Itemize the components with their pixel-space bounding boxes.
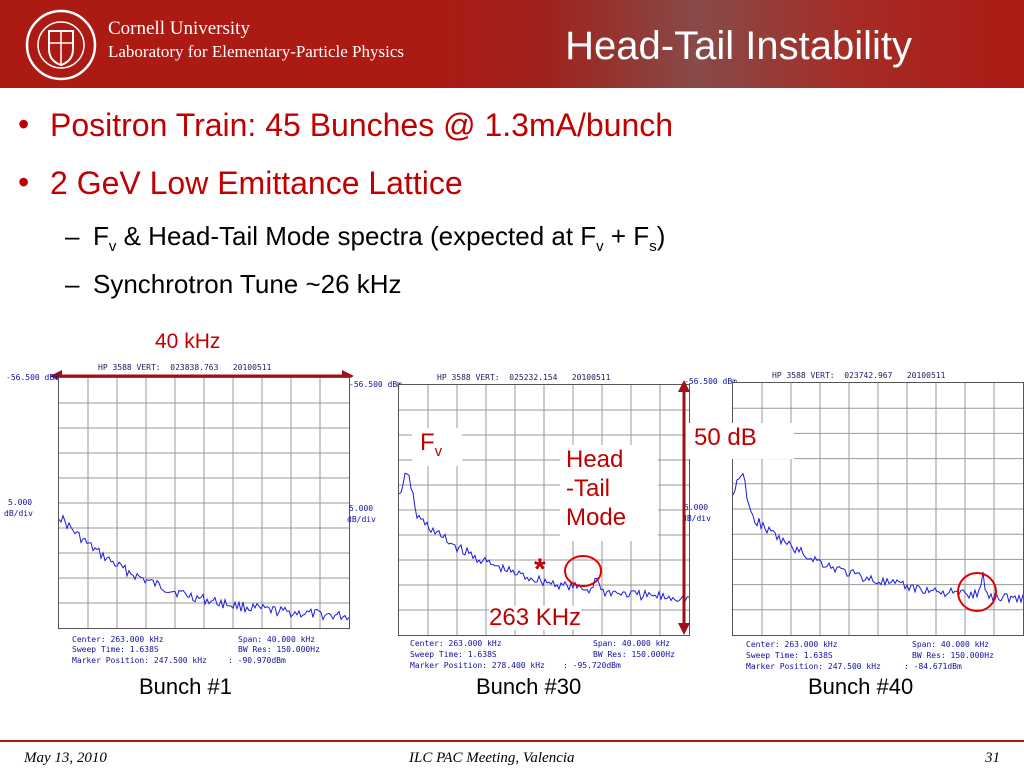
dash: – — [65, 221, 80, 251]
sub-bullet-2: – Synchrotron Tune ~26 kHz — [65, 269, 402, 299]
marker-position: Marker Position: 247.500 kHz — [72, 656, 207, 665]
bw-res: BW Res: 150.000Hz — [593, 650, 675, 659]
center-freq-label: 263 KHz — [489, 604, 582, 631]
bw-res: BW Res: 150.000Hz — [238, 645, 320, 654]
cornell-seal-icon — [25, 9, 97, 81]
university-name: Cornell University — [108, 18, 250, 39]
caption-bunch-30: Bunch #30 — [476, 674, 582, 699]
bullet-1: Positron Train: 45 Bunches @ 1.3mA/bunch — [50, 107, 674, 143]
scale-unit: dB/div — [347, 515, 376, 524]
span-value: Span: 40.000 kHz — [238, 635, 316, 644]
center-freq: Center: 263.000 kHz — [410, 639, 502, 648]
sweep-time: Sweep Time: 1.638S — [746, 651, 833, 660]
spectrum-plot-1 — [58, 377, 350, 629]
ref-level: -56.500 dBm — [684, 377, 737, 386]
panel-header: HP 3588 VERT: 023838.763 20100511 — [98, 363, 272, 372]
bw-res: BW Res: 150.000Hz — [912, 651, 994, 660]
caption-bunch-1: Bunch #1 — [139, 674, 232, 699]
spectrum-panel-2: HP 3588 VERT: 025232.154 20100511 -56.50… — [345, 370, 690, 680]
header-photo — [430, 0, 1024, 88]
spectrum-plot-3 — [732, 382, 1024, 636]
headtail-peak-circle-icon — [564, 555, 602, 587]
header-banner: Cornell University Laboratory for Elemen… — [0, 0, 1024, 88]
marker-level: : -84.671dBm — [904, 662, 962, 671]
panel-header: HP 3588 VERT: 025232.154 20100511 — [437, 373, 611, 382]
ref-level: -56.500 dBm — [349, 380, 402, 389]
marker-level: : -95.720dBm — [563, 661, 621, 670]
db-range-label: 50 dB — [686, 423, 794, 459]
bullet-dot: • — [18, 106, 30, 142]
scale-unit: dB/div — [682, 514, 711, 523]
marker-level: : -90.970dBm — [228, 656, 286, 665]
scale-value: 5.000 — [8, 498, 33, 507]
caption-bunch-40: Bunch #40 — [808, 674, 914, 699]
panel-header: HP 3588 VERT: 023742.967 20100511 — [772, 371, 946, 380]
center-freq: Center: 263.000 kHz — [746, 640, 838, 649]
ref-level: -56.500 dBm — [6, 373, 59, 382]
bullet-2: 2 GeV Low Emittance Lattice — [50, 165, 463, 201]
sub-bullet-1: – Fv & Head-Tail Mode spectra (expected … — [65, 221, 666, 256]
span-value: Span: 40.000 kHz — [912, 640, 990, 649]
scale-unit: dB/div — [4, 509, 33, 518]
spectrum-panel-3: HP 3588 VERT: 023742.967 20100511 -56.50… — [680, 360, 1024, 680]
sweep-time: Sweep Time: 1.638S — [410, 650, 497, 659]
footer-meeting: ILC PAC Meeting, Valencia — [409, 750, 575, 766]
center-freq: Center: 263.000 kHz — [72, 635, 164, 644]
bullet-dot: • — [18, 164, 30, 200]
lab-name: Laboratory for Elementary-Particle Physi… — [108, 42, 404, 61]
spectrum-panel-1: HP 3588 VERT: 023838.763 20100511 -56.50… — [0, 360, 355, 680]
slide-title: Head-Tail Instability — [565, 24, 912, 68]
page-number: 31 — [985, 750, 1000, 766]
span-value: Span: 40.000 kHz — [593, 639, 671, 648]
marker-star: * — [534, 553, 546, 586]
dash: – — [65, 269, 80, 299]
headtail-peak-circle-icon — [957, 572, 997, 612]
marker-position: Marker Position: 278.400 kHz — [410, 661, 545, 670]
scale-value: 5.000 — [349, 504, 374, 513]
headtail-mode-label: Head -Tail Mode — [560, 445, 658, 541]
spectrum-plot-2 — [398, 384, 690, 636]
db-range-arrow-icon — [678, 380, 690, 635]
footer-date: May 13, 2010 — [24, 750, 107, 766]
marker-position: Marker Position: 247.500 kHz — [746, 662, 881, 671]
fv-label: Fv — [412, 428, 462, 466]
span-label: 40 kHz — [155, 330, 221, 353]
scale-value: 5.000 — [684, 503, 709, 512]
slide-footer: May 13, 2010 ILC PAC Meeting, Valencia 3… — [0, 740, 1024, 770]
sweep-time: Sweep Time: 1.638S — [72, 645, 159, 654]
